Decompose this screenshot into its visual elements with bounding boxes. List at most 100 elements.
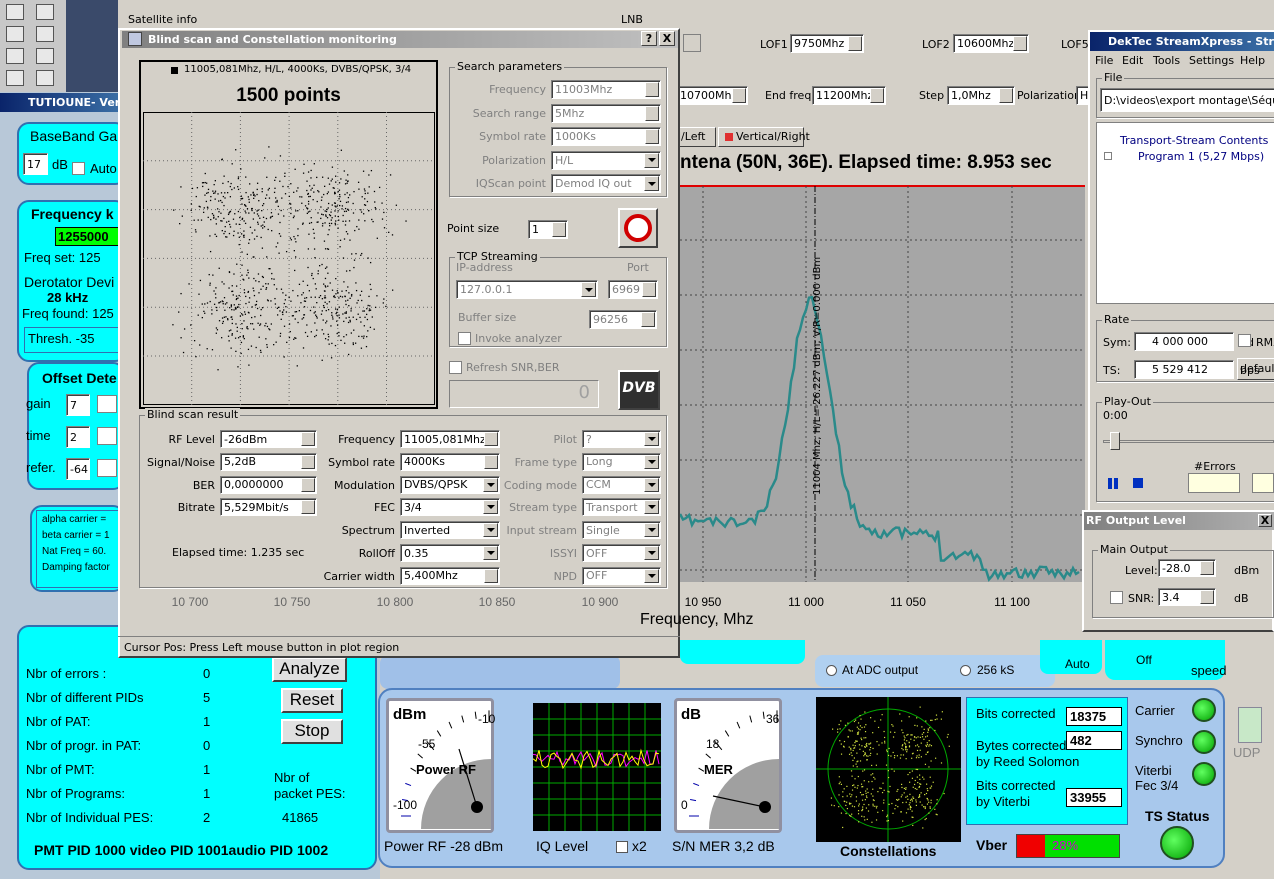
dektec-menu[interactable]: Tools xyxy=(1153,54,1181,67)
spinner[interactable] xyxy=(870,88,884,103)
stats-button[interactable] xyxy=(281,688,343,713)
input-field[interactable] xyxy=(589,310,657,329)
tutioune-stats-buttons[interactable]: Reset xyxy=(289,690,335,709)
input-field[interactable] xyxy=(23,153,48,175)
input-field[interactable] xyxy=(456,280,598,299)
input-field[interactable] xyxy=(582,566,661,585)
checkbox[interactable] xyxy=(1110,591,1123,604)
dvb-logo[interactable] xyxy=(618,370,660,410)
spinner[interactable] xyxy=(1200,561,1214,575)
spinner[interactable] xyxy=(301,454,315,469)
input-field[interactable] xyxy=(220,452,317,471)
input-field[interactable] xyxy=(66,458,90,480)
input-field[interactable] xyxy=(947,86,1015,105)
tool-icon[interactable] xyxy=(6,4,24,20)
offset-input[interactable] xyxy=(97,459,117,477)
input-field[interactable] xyxy=(812,86,886,105)
input-field[interactable] xyxy=(1100,88,1274,112)
main-pol-buttons[interactable]: Vertical/Right xyxy=(736,130,810,143)
input-field[interactable] xyxy=(1134,332,1234,351)
dektec-tree[interactable]: Program 1 (5,27 Mbps) xyxy=(1138,150,1265,163)
input-field[interactable] xyxy=(582,498,661,517)
spinner[interactable] xyxy=(999,88,1013,103)
spinner[interactable] xyxy=(645,105,659,121)
input-field[interactable] xyxy=(551,174,661,193)
spinner[interactable] xyxy=(301,477,315,492)
checkbox[interactable] xyxy=(458,332,471,345)
input-field[interactable] xyxy=(400,498,500,517)
dialog-help[interactable]: ? xyxy=(645,32,653,45)
input-field[interactable] xyxy=(66,426,90,448)
input-field[interactable] xyxy=(1134,360,1234,379)
input-field[interactable] xyxy=(220,498,317,517)
stop-button[interactable] xyxy=(618,208,658,248)
tutioune-stats-buttons[interactable]: Stop xyxy=(294,721,330,740)
checkbox[interactable] xyxy=(616,841,628,853)
input-field[interactable] xyxy=(551,127,661,146)
close-button[interactable] xyxy=(1258,514,1272,527)
input-field[interactable] xyxy=(582,452,661,471)
tool-icon[interactable] xyxy=(36,70,54,86)
seek-thumb[interactable] xyxy=(1110,432,1120,450)
stats-button[interactable] xyxy=(272,657,347,682)
input-field[interactable] xyxy=(400,521,500,540)
input-field[interactable] xyxy=(551,80,661,99)
spinner[interactable] xyxy=(1013,36,1027,51)
spinner[interactable] xyxy=(848,36,862,51)
input-field[interactable] xyxy=(582,521,661,540)
dektec-menu[interactable]: Edit xyxy=(1122,54,1144,67)
dektec-tree[interactable]: Transport-Stream Contents xyxy=(1120,134,1269,147)
input-field[interactable] xyxy=(400,430,500,448)
dektec-menu[interactable]: File xyxy=(1095,54,1114,67)
tool-icon[interactable] xyxy=(6,70,24,86)
spinner[interactable] xyxy=(641,312,655,327)
spinner[interactable] xyxy=(484,568,498,583)
input-field[interactable] xyxy=(953,34,1029,53)
input-field[interactable] xyxy=(551,103,661,123)
dektec-menu[interactable]: Help xyxy=(1240,54,1266,67)
spinner[interactable] xyxy=(552,222,566,237)
input-field[interactable] xyxy=(400,475,500,494)
input-field[interactable] xyxy=(400,544,500,562)
dropdown[interactable] xyxy=(683,34,701,52)
input-field[interactable] xyxy=(551,150,661,170)
radio[interactable] xyxy=(960,665,971,676)
spinner[interactable] xyxy=(645,129,659,144)
input-field[interactable] xyxy=(220,430,317,448)
default-button[interactable] xyxy=(1237,358,1274,380)
spinner[interactable] xyxy=(732,88,746,103)
tool-icon[interactable] xyxy=(6,48,24,64)
radio[interactable] xyxy=(826,665,837,676)
tool-icon[interactable] xyxy=(36,26,54,42)
spinner[interactable] xyxy=(642,282,656,297)
spinner[interactable] xyxy=(645,82,659,97)
spinner[interactable] xyxy=(484,432,498,446)
dektec-menu[interactable]: Settings xyxy=(1189,54,1235,67)
stats-button[interactable] xyxy=(281,719,343,744)
input-field[interactable] xyxy=(400,566,500,585)
checkbox[interactable] xyxy=(1238,334,1251,347)
input-field[interactable] xyxy=(582,544,661,562)
input-field[interactable] xyxy=(400,452,500,471)
pol-button[interactable] xyxy=(718,127,804,147)
tool-icon[interactable] xyxy=(36,4,54,20)
title-button[interactable] xyxy=(641,31,657,46)
offset-input[interactable] xyxy=(97,427,117,445)
spinner[interactable] xyxy=(301,500,315,515)
input-field[interactable] xyxy=(220,475,317,494)
dektec-default[interactable]: default xyxy=(1240,362,1274,375)
title-button[interactable] xyxy=(659,31,675,46)
input-field[interactable] xyxy=(582,475,661,494)
checkbox[interactable] xyxy=(449,361,462,374)
spinner[interactable] xyxy=(484,454,498,469)
dialog-close[interactable]: X xyxy=(662,32,672,45)
spinner[interactable] xyxy=(1200,590,1214,604)
main-pol-buttons[interactable]: l/Left xyxy=(678,130,706,143)
tool-icon[interactable] xyxy=(36,48,54,64)
tool-icon[interactable] xyxy=(6,26,24,42)
spinner[interactable] xyxy=(301,432,315,446)
tutioune-stats-buttons[interactable]: Analyze xyxy=(279,659,340,678)
input-field[interactable] xyxy=(66,394,90,416)
input-field[interactable] xyxy=(582,430,661,448)
checkbox[interactable] xyxy=(72,162,85,175)
